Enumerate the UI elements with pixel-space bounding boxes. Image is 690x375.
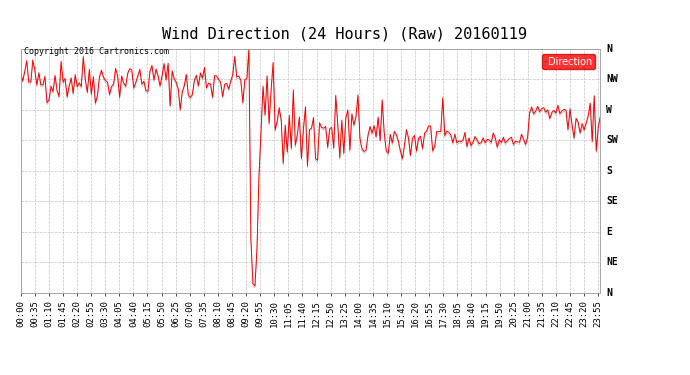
Text: S: S — [606, 166, 612, 176]
Text: Copyright 2016 Cartronics.com: Copyright 2016 Cartronics.com — [24, 47, 169, 56]
Text: SW: SW — [606, 135, 618, 145]
Text: Wind Direction (24 Hours) (Raw) 20160119: Wind Direction (24 Hours) (Raw) 20160119 — [163, 26, 527, 41]
Legend: Direction: Direction — [542, 54, 595, 69]
Text: NE: NE — [606, 257, 618, 267]
Text: N: N — [606, 44, 612, 54]
Text: NW: NW — [606, 74, 618, 84]
Text: E: E — [606, 226, 612, 237]
Text: SE: SE — [606, 196, 618, 206]
Text: N: N — [606, 288, 612, 297]
Text: W: W — [606, 105, 612, 115]
